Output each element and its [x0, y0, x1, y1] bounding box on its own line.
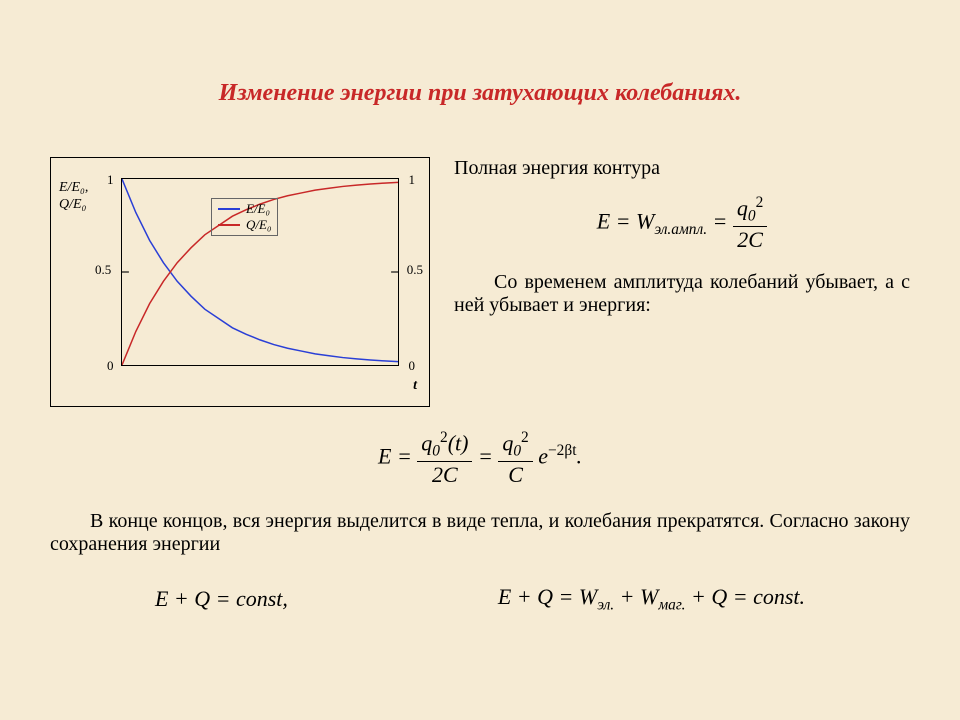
ytick-left-05: 0.5: [95, 262, 111, 278]
formula-3: E + Q = const,: [155, 586, 288, 612]
ytick-right-0: 0: [409, 358, 416, 374]
formula-2: E = q02(t) 2C = q02 C e−2βt.: [50, 429, 910, 488]
paragraph-2: Со временем амплитуда колебаний убывает,…: [454, 271, 910, 317]
ytick-right-05: 0.5: [407, 262, 423, 278]
ytick-right-1: 1: [409, 172, 416, 188]
ytick-left-0: 0: [107, 358, 114, 374]
chart-legend: E/E₀ Q/E₀: [211, 198, 278, 236]
formula-4: E + Q = Wэл. + Wмаг. + Q = const.: [498, 584, 805, 614]
legend-item-e: E/E₀: [218, 201, 271, 217]
x-axis-label: t: [413, 378, 417, 394]
paragraph-1: Полная энергия контура: [454, 157, 910, 180]
page-title: Изменение энергии при затухающих колебан…: [50, 80, 910, 107]
legend-item-q: Q/E₀: [218, 217, 271, 233]
paragraph-3: В конце концов, вся энергия выделится в …: [50, 510, 910, 556]
ytick-left-1: 1: [107, 172, 114, 188]
energy-chart: E/E₀, Q/E₀ 1 0.5 0 1 0.5 0 E/E₀ Q/E₀: [50, 157, 430, 407]
formula-1: E = Wэл.ампл. = q02 2C: [454, 194, 910, 253]
y-axis-label-left: E/E₀, Q/E₀: [59, 180, 88, 214]
